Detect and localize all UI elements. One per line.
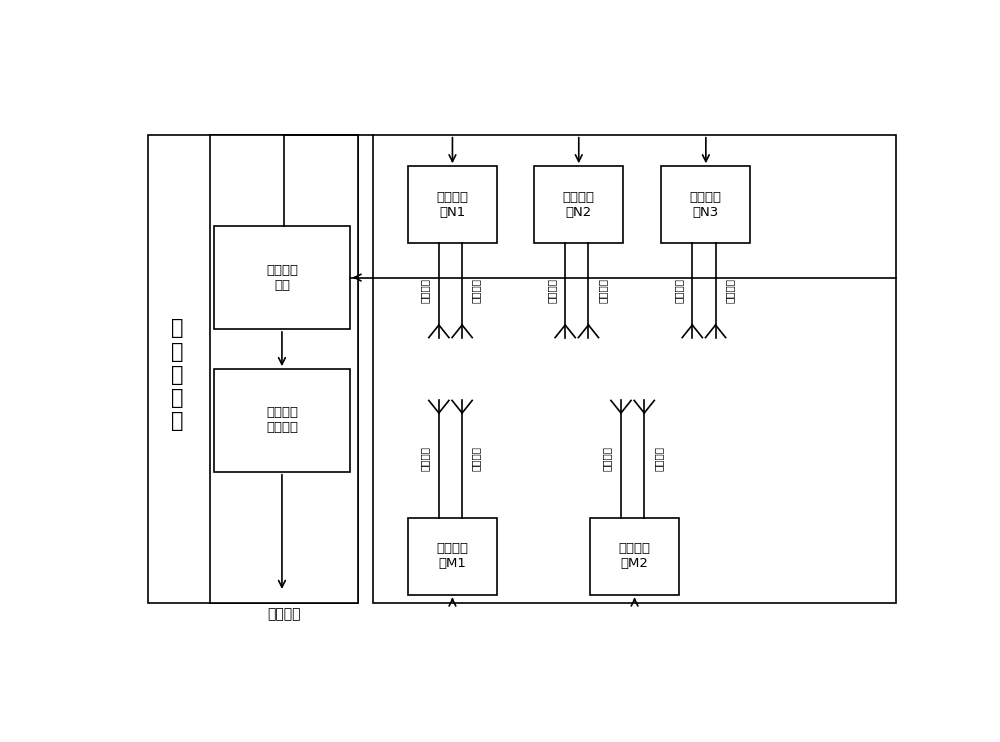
Bar xyxy=(408,166,497,243)
Bar xyxy=(148,135,358,603)
Bar xyxy=(214,226,350,329)
Bar xyxy=(214,369,350,472)
Bar xyxy=(661,166,750,243)
Bar xyxy=(590,518,679,594)
Text: 水平极化: 水平极化 xyxy=(602,447,612,471)
Text: 水平极化: 水平极化 xyxy=(471,278,481,303)
Bar xyxy=(534,166,623,243)
Text: 水平极化: 水平极化 xyxy=(597,278,607,303)
Text: 水平极化: 水平极化 xyxy=(420,447,430,471)
Text: 垂直极化: 垂直极化 xyxy=(673,278,683,303)
Bar xyxy=(373,135,896,603)
Bar xyxy=(408,518,497,594)
Bar xyxy=(210,135,358,603)
Text: 从测量装
置N1: 从测量装 置N1 xyxy=(436,191,468,219)
Text: 水平极化: 水平极化 xyxy=(724,278,734,303)
Text: 调度通信
模块: 调度通信 模块 xyxy=(266,263,298,292)
Text: 从测量装
置N3: 从测量装 置N3 xyxy=(690,191,722,219)
Text: 主测量装
置M1: 主测量装 置M1 xyxy=(436,542,468,570)
Text: 中
央
控
制
器: 中 央 控 制 器 xyxy=(171,318,184,431)
Text: 垂直极化: 垂直极化 xyxy=(546,278,556,303)
Text: 主测量装
置M2: 主测量装 置M2 xyxy=(619,542,651,570)
Text: 垂直极化: 垂直极化 xyxy=(471,447,481,471)
Text: 矢量位移
解算模块: 矢量位移 解算模块 xyxy=(266,407,298,434)
Text: 垂直极化: 垂直极化 xyxy=(653,447,663,471)
Text: 垂直极化: 垂直极化 xyxy=(420,278,430,303)
Text: 从测量装
置N2: 从测量装 置N2 xyxy=(563,191,595,219)
Text: 矢量位移: 矢量位移 xyxy=(267,608,301,622)
